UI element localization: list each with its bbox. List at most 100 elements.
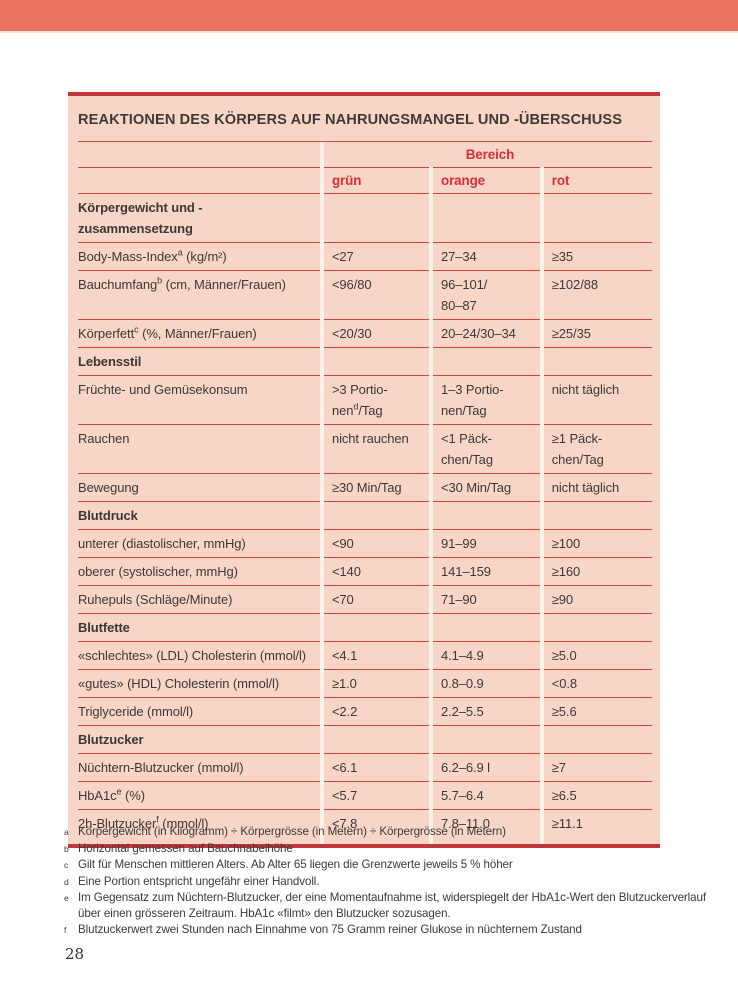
cell-gruen: nicht rauchen [319, 424, 431, 474]
row-label: Körperfettc (%, Männer/Frauen) [78, 319, 322, 348]
cell-rot: ≥25/35 [539, 319, 652, 348]
cell-gruen: <27 [319, 242, 431, 271]
cell-rot: ≥160 [539, 557, 652, 586]
column-header-rot: rot [539, 167, 652, 194]
empty-cell [428, 501, 542, 530]
section-heading: Körpergewicht und -zusammensetzung [78, 193, 322, 243]
empty-cell [428, 725, 542, 754]
cell-orange: <30 Min/Tag [428, 473, 542, 502]
table-row: Körperfettc (%, Männer/Frauen) <20/30 20… [78, 319, 652, 348]
footnote-marker: e [64, 893, 69, 904]
cell-orange: 4.1–4.9 [428, 641, 542, 670]
section-heading: Lebensstil [78, 347, 322, 376]
empty-cell [539, 725, 652, 754]
table-row: Body-Mass-Indexa (kg/m²) <27 27–34 ≥35 [78, 242, 652, 271]
row-label: Bauchumfangb (cm, Männer/Frauen) [78, 270, 322, 320]
row-label: 2h-Blutzuckerf (mmol/l) [78, 814, 209, 831]
row-label: Nüchtern-Blutzucker (mmol/l) [78, 753, 322, 782]
row-label: Bewegung [78, 473, 322, 502]
footnote-text: Blutzuckerwert zwei Stunden nach Einnahm… [78, 922, 582, 936]
footnote-text: Körpergewicht (in Kilogramm) ÷ Körpergrö… [78, 825, 506, 838]
section-header-row: Blutdruck [78, 501, 652, 530]
cell-orange: 1–3 Portio-nen/Tag [428, 375, 542, 425]
footnote-marker: a [64, 827, 69, 837]
empty-cell [428, 193, 542, 243]
cell-gruen: <6.1 [319, 753, 431, 782]
cell-orange: 0.8–0.9 [428, 669, 542, 698]
group-header-label: Bereich [319, 142, 652, 168]
cell-orange: 20–24/30–34 [428, 319, 542, 348]
empty-cell [539, 501, 652, 530]
cell-orange: 141–159 [428, 557, 542, 586]
cell-rot: <0.8 [539, 669, 652, 698]
cell-rot: ≥5.6 [539, 697, 652, 726]
row-label: «gutes» (HDL) Cholesterin (mmol/l) [78, 669, 322, 698]
empty-header-cell [78, 142, 322, 168]
row-label: HbA1ce (%) [78, 781, 322, 810]
cell-orange: 6.2–6.9 l [428, 753, 542, 782]
empty-cell [319, 725, 431, 754]
footnote: f Blutzuckerwert zwei Stunden nach Einna… [64, 922, 708, 939]
column-header-orange: orange [428, 167, 542, 194]
cell-gruen: <140 [319, 557, 431, 586]
footnotes: a Körpergewicht (in Kilogramm) ÷ Körperg… [64, 824, 708, 938]
cell-gruen: <96/80 [319, 270, 431, 320]
footnote-marker: c [64, 860, 69, 871]
cell-orange: <1 Päck-chen/Tag [428, 424, 542, 474]
cell-orange: 91–99 [428, 529, 542, 558]
footnote-text: Gilt für Menschen mittleren Alters. Ab A… [78, 858, 513, 872]
row-label: Body-Mass-Indexa (kg/m²) [78, 242, 322, 271]
table-row: HbA1ce (%) <5.7 5.7–6.4 ≥6.5 [78, 781, 652, 810]
row-label: «schlechtes» (LDL) Cholesterin (mmol/l) [78, 641, 322, 670]
footnote-text: Horizontal gemessen auf Bauchnabelhöhe [78, 841, 293, 855]
footnote: d Eine Portion entspricht ungefähr einer… [64, 874, 708, 891]
row-label: unterer (diastolischer, mmHg) [78, 529, 322, 558]
cell-gruen: <70 [319, 585, 431, 614]
table-row: «schlechtes» (LDL) Cholesterin (mmol/l) … [78, 641, 652, 670]
footnote-text: Im Gegensatz zum Nüchtern-Blutzucker, de… [78, 891, 706, 920]
empty-cell [319, 347, 431, 376]
cell-gruen: ≥1.0 [319, 669, 431, 698]
column-header-gruen: grün [319, 167, 431, 194]
table-row: Nüchtern-Blutzucker (mmol/l) <6.1 6.2–6.… [78, 753, 652, 782]
footnote-marker: f [64, 924, 67, 935]
cell-rot: ≥90 [539, 585, 652, 614]
column-header-row: grün orange rot [78, 167, 652, 194]
page-number: 28 [65, 945, 85, 963]
cell-rot: ≥5.0 [539, 641, 652, 670]
cell-orange: 7.8–11.0 [428, 809, 542, 844]
cell-orange: 5.7–6.4 [428, 781, 542, 810]
section-header-row: Blutzucker [78, 725, 652, 754]
row-label: Triglyceride (mmol/l) [78, 697, 322, 726]
table-body: Bereich grün orange rot Körpergewicht un… [78, 142, 652, 844]
cell-gruen: >3 Portio-nend/Tag [319, 375, 431, 425]
empty-cell [319, 193, 431, 243]
empty-cell [539, 193, 652, 243]
row-label: oberer (systolischer, mmHg) [78, 557, 322, 586]
empty-cell [319, 501, 431, 530]
section-header-row: Blutfette [78, 613, 652, 642]
cell-gruen: <7.8 [319, 809, 431, 844]
footnote: b Horizontal gemessen auf Bauchnabelhöhe [64, 841, 708, 858]
cell-orange: 27–34 [428, 242, 542, 271]
section-header-row: Körpergewicht und -zusammensetzung [78, 193, 652, 243]
table-row: Ruhepuls (Schläge/Minute) <70 71–90 ≥90 [78, 585, 652, 614]
reference-table: REAKTIONEN DES KÖRPERS AUF NAHRUNGSMANGE… [68, 92, 660, 848]
group-header-row: Bereich [78, 142, 652, 168]
section-heading: Blutfette [78, 613, 322, 642]
cell-rot: ≥100 [539, 529, 652, 558]
empty-cell [319, 613, 431, 642]
footnote: e Im Gegensatz zum Nüchtern-Blutzucker, … [64, 890, 708, 921]
footnote-marker: d [64, 876, 69, 887]
cell-gruen: ≥30 Min/Tag [319, 473, 431, 502]
cell-rot: nicht täglich [539, 473, 652, 502]
table-row: Bewegung ≥30 Min/Tag <30 Min/Tag nicht t… [78, 473, 652, 502]
cell-rot: ≥1 Päck-chen/Tag [539, 424, 652, 474]
empty-cell [428, 613, 542, 642]
cell-orange: 71–90 [428, 585, 542, 614]
table-row: Triglyceride (mmol/l) <2.2 2.2–5.5 ≥5.6 [78, 697, 652, 726]
cell-rot: ≥35 [539, 242, 652, 271]
table-row: 2h-Blutzuckerf (mmol/l) <7.8 7.8–11.0 ≥1… [78, 809, 652, 844]
footnote-marker: b [64, 843, 69, 854]
empty-cell [539, 613, 652, 642]
